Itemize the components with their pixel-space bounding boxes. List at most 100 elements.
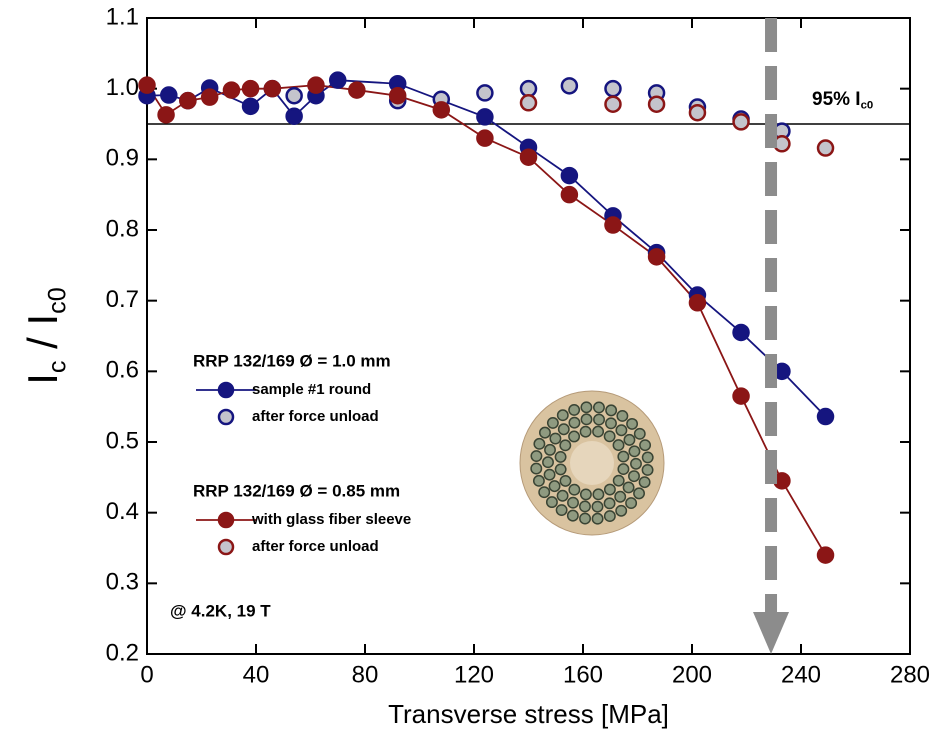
x-tick-label: 160 xyxy=(563,661,603,688)
legend-marker xyxy=(217,381,235,399)
data-point xyxy=(816,546,835,564)
inset-filament xyxy=(603,510,616,523)
label: Ic / Ic0 xyxy=(19,287,71,385)
inset-filament xyxy=(591,500,604,513)
inset-filament xyxy=(579,500,591,513)
inset-filament xyxy=(605,404,618,417)
text-part: / xyxy=(19,326,66,361)
inset-filament xyxy=(568,430,581,443)
data-point xyxy=(732,113,750,131)
inset-filament xyxy=(641,451,654,464)
legend-title: RRP 132/169 Ø = 0.85 mm xyxy=(193,481,400,500)
legend-marker xyxy=(217,408,235,426)
inset-filament xyxy=(568,416,581,429)
subscript: c xyxy=(43,361,71,374)
data-point xyxy=(647,248,666,266)
inset-filament xyxy=(593,413,605,426)
inset-filament xyxy=(559,439,572,452)
data-point xyxy=(476,129,494,147)
subscript: c0 xyxy=(861,100,874,112)
label: 95% Ic0 xyxy=(812,89,873,112)
x-tick-label: 280 xyxy=(890,661,930,688)
inset-filament xyxy=(616,410,629,422)
inset-filament xyxy=(641,464,654,476)
data-point xyxy=(388,86,407,105)
y-tick-label: 0.5 xyxy=(106,427,139,454)
data-point xyxy=(476,108,494,126)
data-point xyxy=(560,166,579,185)
text-part: 95% I xyxy=(812,89,861,110)
inset-filament xyxy=(530,450,543,462)
inset-filament xyxy=(603,483,616,496)
inset-filament xyxy=(556,489,569,502)
x-tick-label: 40 xyxy=(243,661,270,688)
data-point xyxy=(732,387,750,405)
inset-filament xyxy=(622,481,635,494)
inset-filament xyxy=(543,468,556,481)
inset-filament xyxy=(545,496,558,509)
inset-filament xyxy=(568,403,581,416)
y-tick-label: 1.0 xyxy=(106,74,139,101)
data-point xyxy=(241,79,260,98)
inset-filament xyxy=(580,401,593,414)
y-tick-label: 0.9 xyxy=(106,145,139,172)
inset-filament xyxy=(555,504,568,516)
legend-label: after force unload xyxy=(252,538,379,555)
inset-filament xyxy=(533,437,546,450)
y-tick-label: 0.7 xyxy=(106,286,139,313)
inset-filament xyxy=(630,457,642,470)
inset-filament xyxy=(615,504,628,517)
data-point xyxy=(688,103,707,122)
inset-filament xyxy=(628,445,641,458)
y-tick-label: 0.6 xyxy=(106,357,139,384)
data-point xyxy=(647,95,666,113)
data-point xyxy=(519,94,538,112)
x-tick-label: 0 xyxy=(140,661,153,688)
inset-filament xyxy=(605,417,617,430)
inset-filament xyxy=(579,425,592,438)
legend-label: sample #1 round xyxy=(252,381,371,398)
legend-label: after force unload xyxy=(252,408,379,425)
y-tick-label: 0.8 xyxy=(106,215,139,242)
inset-filament xyxy=(530,462,543,475)
note: @ 4.2K, 19 T xyxy=(170,601,271,620)
inset-core xyxy=(570,441,614,485)
data-point xyxy=(560,77,579,95)
inset-filament xyxy=(580,413,593,426)
inset-filament xyxy=(568,483,581,496)
inset-filament xyxy=(603,430,616,443)
text-part: I xyxy=(19,373,66,385)
data-point xyxy=(263,79,282,98)
inset-filament xyxy=(617,450,630,463)
inset-filament xyxy=(626,417,639,430)
data-point xyxy=(519,79,538,98)
x-tick-label: 120 xyxy=(454,661,494,688)
data-point xyxy=(348,81,366,99)
inset-filament xyxy=(542,456,554,469)
inset-filament xyxy=(633,487,645,500)
data-point xyxy=(200,88,219,106)
inset-filament xyxy=(612,439,625,452)
inset-filament xyxy=(603,497,616,510)
inset-filament xyxy=(554,450,567,463)
y-tick-label: 0.3 xyxy=(106,569,139,596)
data-point xyxy=(816,139,835,157)
legend-marker xyxy=(217,511,235,529)
inset-filament xyxy=(633,427,646,440)
legend-label: with glass fiber sleeve xyxy=(251,511,411,528)
inset-filament xyxy=(593,401,605,414)
inset-filament xyxy=(625,497,638,510)
inset-filament xyxy=(614,490,627,503)
data-point xyxy=(285,86,303,105)
x-tick-label: 240 xyxy=(781,661,821,688)
inset-filament xyxy=(548,480,561,493)
data-point xyxy=(329,71,347,89)
inset-filament xyxy=(591,512,604,525)
data-point xyxy=(604,216,622,234)
inset-filament xyxy=(532,474,545,487)
inset-filament xyxy=(556,409,569,422)
inset-filament xyxy=(579,488,592,501)
data-point xyxy=(138,76,156,94)
data-point xyxy=(241,97,260,116)
